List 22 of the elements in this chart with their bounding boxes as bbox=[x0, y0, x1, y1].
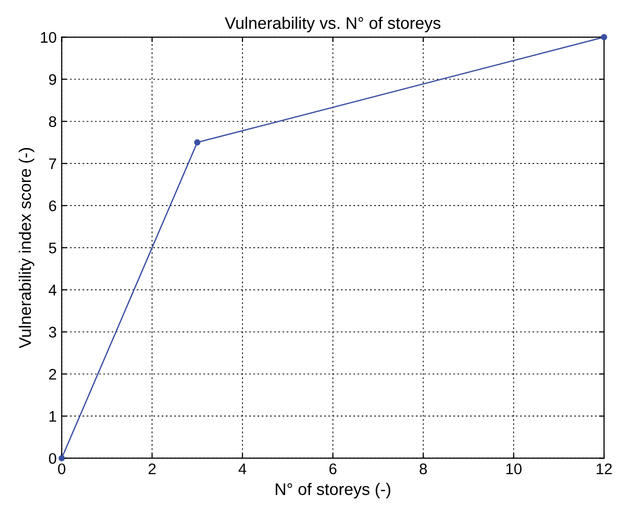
y-tick-label: 6 bbox=[49, 200, 56, 212]
y-tick-label: 0 bbox=[48, 453, 56, 464]
x-tick-label: 4 bbox=[238, 464, 246, 474]
chart-title: Vulnerability vs. N° of storeys bbox=[224, 16, 440, 32]
x-tick-label: 10 bbox=[506, 463, 522, 474]
x-tick-label: 2 bbox=[148, 463, 156, 474]
y-tick-label: 10 bbox=[41, 32, 56, 43]
y-tick-label: 2 bbox=[49, 368, 56, 380]
y-tick-label: 8 bbox=[49, 116, 56, 128]
y-tick-label: 3 bbox=[48, 326, 56, 338]
y-tick-label: 1 bbox=[50, 411, 56, 422]
y-tick-label: 7 bbox=[49, 158, 56, 170]
point bbox=[194, 139, 200, 146]
y-tick-label: 4 bbox=[48, 284, 56, 296]
x-tick-label: 6 bbox=[329, 463, 336, 474]
x-tick-label: 12 bbox=[596, 463, 612, 474]
x-tick-label: 0 bbox=[58, 463, 66, 474]
y-tick-label: 5 bbox=[48, 242, 56, 254]
y-tick-label: 9 bbox=[49, 74, 56, 85]
x-tick-label: 8 bbox=[420, 463, 427, 474]
x-axis-title: N° of storeys (-) bbox=[276, 482, 390, 498]
y-axis-title: Vulnerability index score (-) bbox=[18, 148, 34, 348]
